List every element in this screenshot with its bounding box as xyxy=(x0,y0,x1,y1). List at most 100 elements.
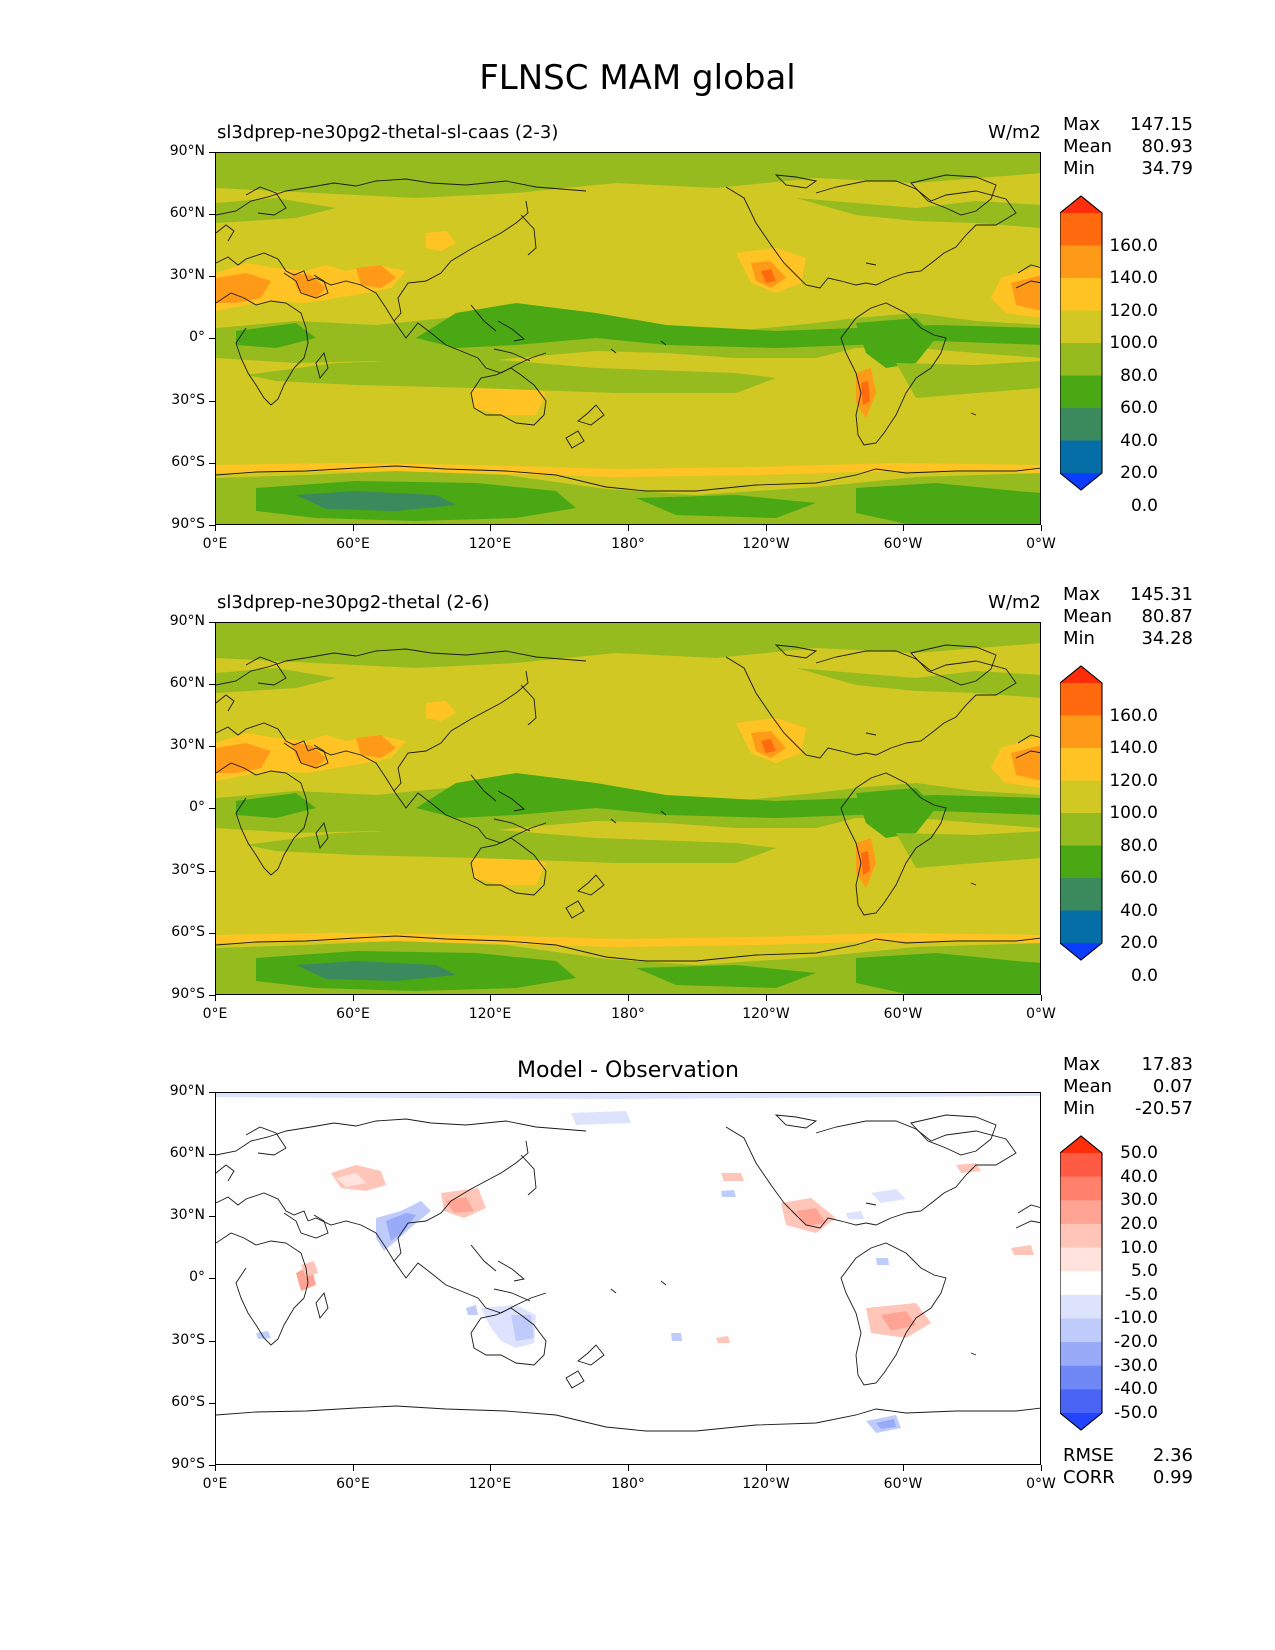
colorbar-tick-label: 40.0 xyxy=(1120,1166,1158,1187)
lon-tick-label: 60°W xyxy=(883,1006,923,1022)
lon-tick-label: 120°W xyxy=(742,536,790,552)
map-area xyxy=(215,1092,1041,1465)
lat-tick-label: 30°S xyxy=(171,862,205,878)
colorbar-segment xyxy=(1060,878,1102,911)
stats-block: Max 145.31 Mean 80.87 Min 34.28 xyxy=(1063,584,1193,650)
lon-tick xyxy=(903,1465,905,1471)
metric-value: 2.36 xyxy=(1152,1445,1193,1466)
lon-tick-label: 180° xyxy=(611,1476,645,1492)
lon-tick xyxy=(353,995,355,1001)
stat-value: 145.31 xyxy=(1130,584,1193,605)
contour-field xyxy=(216,153,1040,524)
colorbar-segment xyxy=(1060,1365,1102,1390)
lat-tick xyxy=(209,808,215,810)
colorbar-tick-label: 40.0 xyxy=(1120,900,1158,921)
colorbar-segment xyxy=(1060,440,1102,474)
stat-row: Min 34.79 xyxy=(1063,158,1193,180)
colorbar-segment xyxy=(1060,1153,1102,1178)
lat-tick xyxy=(209,622,215,624)
lon-tick-label: 120°E xyxy=(468,1006,512,1022)
lon-tick xyxy=(628,1465,630,1471)
lat-tick-label: 30°N xyxy=(169,267,205,283)
stat-row: Mean 0.07 xyxy=(1063,1076,1193,1098)
colorbar-segment xyxy=(1060,813,1102,846)
colorbar-segment xyxy=(1060,278,1102,311)
lon-tick xyxy=(353,1465,355,1471)
colorbar-segment xyxy=(1060,683,1102,716)
colorbar-tick-label: 50.0 xyxy=(1120,1143,1158,1163)
colorbar-tick-label: 140.0 xyxy=(1109,268,1158,288)
lon-tick xyxy=(628,525,630,531)
colorbar-tick-label: 120.0 xyxy=(1109,770,1158,791)
lat-tick xyxy=(209,1278,215,1280)
colorbar-segment xyxy=(1060,1247,1102,1272)
lat-tick-label: 60°S xyxy=(171,454,205,470)
lon-tick-label: 60°W xyxy=(883,1476,923,1492)
panel-title: sl3dprep-ne30pg2-thetal (2-6) xyxy=(217,592,490,613)
lat-tick-label: 90°N xyxy=(169,143,205,159)
lat-tick xyxy=(209,401,215,403)
lon-tick-label: 60°W xyxy=(883,536,923,552)
colorbar-tick-label: 30.0 xyxy=(1120,1190,1158,1211)
colorbar-segment xyxy=(1060,1271,1102,1296)
colorbar-tick-label: 0.0 xyxy=(1130,495,1158,516)
colorbar-segment xyxy=(1060,1318,1102,1343)
colorbar-tick-label: 20.0 xyxy=(1120,463,1158,483)
lon-tick xyxy=(1041,995,1043,1001)
lon-tick xyxy=(628,995,630,1001)
stat-label: Mean xyxy=(1063,136,1113,157)
lat-tick-label: 30°S xyxy=(171,1332,205,1348)
lon-tick-label: 60°E xyxy=(336,1006,370,1022)
colorbar xyxy=(1060,1135,1103,1431)
colorbar-segment xyxy=(1060,213,1102,246)
lat-tick xyxy=(209,276,215,278)
lat-tick-label: 60°S xyxy=(171,1394,205,1410)
panel-title: Model - Observation xyxy=(517,1058,739,1083)
lat-tick-label: 30°N xyxy=(169,1207,205,1223)
lon-tick xyxy=(353,525,355,531)
lon-tick-label: 60°E xyxy=(336,536,370,552)
lon-tick xyxy=(490,525,492,531)
colorbar-segment xyxy=(1060,343,1102,376)
lon-tick-label: 60°E xyxy=(336,1476,370,1492)
stat-row: Max 147.15 xyxy=(1063,114,1193,136)
lon-tick-label: 0°W xyxy=(1026,1476,1056,1492)
map-area xyxy=(215,622,1041,995)
stat-row: Max 17.83 xyxy=(1063,1054,1193,1076)
stat-value: 17.83 xyxy=(1141,1054,1193,1075)
colorbar-tick-label: 40.0 xyxy=(1120,430,1158,451)
stat-value: -20.57 xyxy=(1134,1098,1193,1119)
colorbar-tick-label: 140.0 xyxy=(1109,738,1158,758)
lon-tick xyxy=(903,995,905,1001)
lat-tick-label: 60°N xyxy=(169,205,205,221)
lat-tick xyxy=(209,871,215,873)
stat-label: Max xyxy=(1063,1054,1101,1075)
map-panel-3: Model - Observation 90°N 60°N 30°N 0° 30°S 60°… xyxy=(0,0,1275,1492)
colorbar-tick-label: 20.0 xyxy=(1120,1213,1158,1234)
stat-label: Min xyxy=(1063,1098,1095,1119)
panel-units: W/m2 xyxy=(988,122,1041,143)
lat-tick xyxy=(209,746,215,748)
map-panel-2: sl3dprep-ne30pg2-thetal (2-6) W/m2 90°N 60°… xyxy=(0,0,1275,1022)
colorbar-tick-label: 100.0 xyxy=(1109,803,1158,823)
colorbar-tick-label: 80.0 xyxy=(1120,365,1158,386)
stat-value: 147.15 xyxy=(1130,114,1193,135)
lat-tick-label: 90°N xyxy=(169,613,205,629)
map-area xyxy=(215,152,1041,525)
stat-label: Min xyxy=(1063,158,1095,179)
colorbar-segment xyxy=(1060,1294,1102,1319)
lat-tick-label: 0° xyxy=(189,1269,205,1285)
lat-tick xyxy=(209,995,215,997)
colorbar-tick-label: 100.0 xyxy=(1109,333,1158,353)
stat-label: Max xyxy=(1063,584,1101,605)
lon-tick-label: 0°W xyxy=(1026,1006,1056,1022)
metric-row: CORR 0.99 xyxy=(1063,1467,1193,1489)
colorbar-tick-label: -5.0 xyxy=(1124,1284,1158,1305)
lat-tick-label: 60°S xyxy=(171,924,205,940)
stat-value: 34.28 xyxy=(1141,628,1193,649)
colorbar-segment xyxy=(1060,1223,1102,1249)
colorbar-tick-label: 120.0 xyxy=(1109,300,1158,321)
lat-tick-label: 60°N xyxy=(169,1145,205,1161)
lat-tick-label: 30°S xyxy=(171,392,205,408)
colorbar-tick-label: -20.0 xyxy=(1114,1332,1158,1353)
